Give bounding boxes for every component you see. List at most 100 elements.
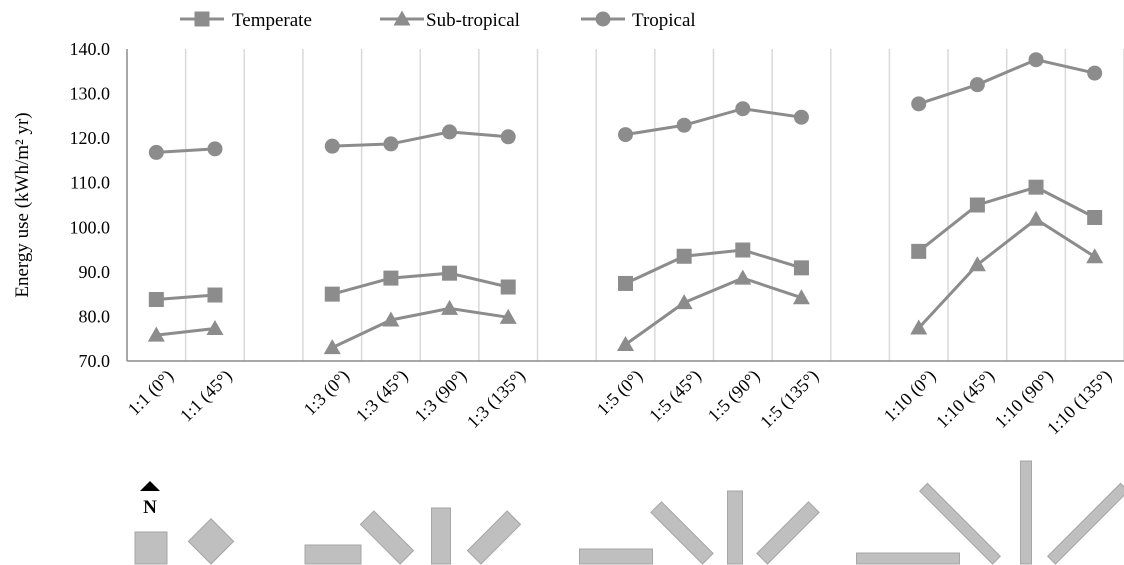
data-point-circle	[1028, 52, 1044, 68]
series-sub-tropical	[147, 210, 1104, 355]
data-point-triangle	[734, 269, 752, 285]
footprint-1x10-135	[1046, 482, 1124, 565]
x-tick-label: 1:1 (0°)	[124, 366, 178, 420]
x-tick-label: 1:5 (45°)	[645, 366, 706, 427]
data-point-circle	[1087, 65, 1103, 81]
x-tick-label: 1:3 (135°)	[463, 366, 530, 433]
series-temperate	[148, 179, 1103, 307]
data-point-triangle	[147, 326, 165, 342]
data-point-triangle	[617, 336, 634, 352]
y-tick-label: 80.0	[79, 306, 111, 326]
x-tick-label: 1:5 (135°)	[756, 366, 823, 433]
series-tropical	[148, 52, 1103, 160]
series-line	[624, 248, 802, 285]
data-point-circle	[324, 138, 340, 154]
data-point-circle	[595, 11, 611, 27]
data-point-triangle	[675, 294, 693, 310]
north-arrow: N	[140, 481, 160, 518]
y-tick-label: 140.0	[70, 39, 111, 59]
footprint-1x1-45	[187, 518, 235, 565]
data-point-square	[735, 242, 751, 258]
series-line	[331, 271, 509, 296]
data-point-triangle	[323, 339, 341, 355]
legend-item: Temperate	[180, 10, 312, 31]
footprint-1x5-45	[650, 501, 714, 565]
north-arrow-icon	[140, 481, 160, 491]
y-tick-label: 130.0	[70, 84, 111, 104]
series-line	[624, 276, 802, 346]
series-layer	[147, 52, 1104, 355]
data-point-circle	[735, 101, 751, 117]
data-point-square	[148, 291, 164, 307]
data-point-square	[969, 197, 985, 213]
y-tick-labels: 70.0 80.0 90.0 100.0 110.0 120.0 130.0 140.0	[70, 39, 111, 371]
data-point-square	[911, 243, 927, 259]
data-point-circle	[793, 109, 809, 125]
series-line	[625, 107, 802, 137]
data-point-square	[442, 265, 458, 281]
footprint-1x3-135	[466, 510, 522, 565]
data-point-square	[1028, 179, 1044, 195]
y-tick-label: 100.0	[70, 217, 111, 237]
data-point-circle	[500, 129, 516, 145]
legend-label: Tropical	[632, 10, 696, 31]
data-point-circle	[911, 96, 927, 112]
series-line	[156, 326, 216, 337]
y-tick-label: 70.0	[79, 351, 111, 371]
data-point-triangle	[206, 319, 224, 335]
x-tick-label: 1:5 (0°)	[593, 366, 647, 420]
legend-label: Sub-tropical	[426, 10, 520, 31]
data-point-square	[194, 11, 210, 27]
data-point-triangle	[441, 299, 459, 315]
x-tick-labels: 1:1 (0°)1:1 (45°) 1:3 (0°)1:3 (45°)1:3 (9…	[124, 366, 1117, 439]
footprint-1x5-90	[727, 490, 743, 565]
data-point-triangle	[393, 10, 411, 26]
series-line	[331, 306, 509, 349]
footprint-1x5-135	[756, 501, 820, 565]
data-point-circle	[676, 117, 692, 133]
footprint-1x10-45	[918, 482, 1002, 565]
data-point-square	[324, 286, 340, 302]
data-point-square	[618, 275, 633, 291]
series-line	[917, 185, 1096, 253]
footprint-1x3-0	[304, 544, 362, 565]
data-point-circle	[148, 144, 164, 160]
data-point-circle	[383, 136, 399, 152]
footprint-1x10-0	[856, 552, 960, 565]
data-point-circle	[969, 77, 985, 93]
x-tick-label: 1:3 (45°)	[352, 366, 413, 427]
legend: Temperate Sub-tropical Tropical	[180, 10, 696, 31]
data-point-square	[500, 279, 516, 295]
y-tick-label: 120.0	[70, 128, 111, 148]
y-tick-label: 90.0	[79, 262, 111, 282]
footprint-1x10-90	[1020, 460, 1032, 565]
data-point-triangle	[1086, 248, 1104, 264]
data-point-circle	[442, 124, 458, 140]
series-line	[156, 293, 216, 301]
data-point-triangle	[499, 308, 517, 324]
footprint-1x3-90	[431, 507, 451, 565]
axes	[126, 49, 1124, 362]
y-tick-label: 110.0	[70, 173, 110, 193]
data-point-triangle	[382, 311, 400, 327]
north-label: N	[143, 497, 157, 518]
data-point-square	[676, 248, 692, 264]
footprint-1x3-45	[359, 510, 415, 565]
legend-label: Temperate	[232, 10, 312, 31]
data-point-square	[207, 287, 223, 303]
series-line	[917, 217, 1096, 330]
data-point-circle	[207, 141, 223, 157]
data-point-triangle	[968, 256, 986, 272]
y-axis-label: Energy use (kWh/m² yr)	[12, 112, 33, 297]
footprint-1x5-0	[579, 548, 653, 565]
x-tick-label: 1:10 (45°)	[932, 366, 999, 433]
legend-item: Sub-tropical	[380, 10, 520, 31]
data-point-circle	[618, 127, 633, 143]
legend-item: Tropical	[581, 10, 696, 31]
series-line	[156, 147, 216, 154]
data-point-triangle	[910, 319, 928, 335]
x-tick-label: 1:10 (135°)	[1043, 366, 1116, 439]
gridlines	[184, 49, 1124, 361]
footprint-1x1-0	[134, 531, 168, 565]
